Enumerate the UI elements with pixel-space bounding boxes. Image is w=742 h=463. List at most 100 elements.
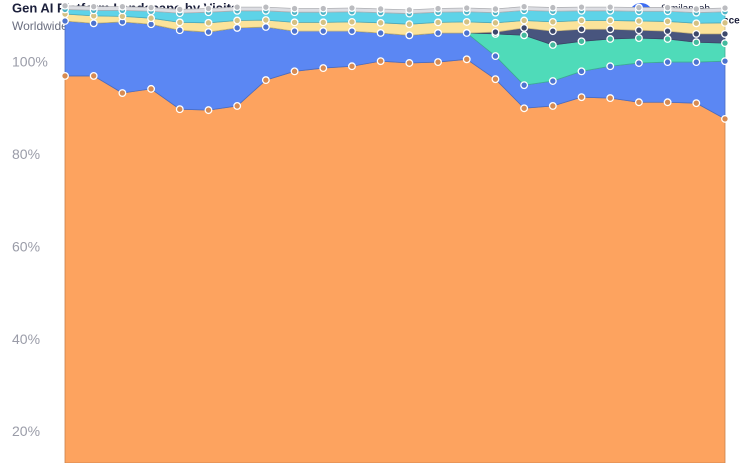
point	[692, 19, 701, 28]
point	[434, 18, 442, 27]
area	[64, 58, 726, 463]
point	[118, 2, 127, 11]
point	[405, 31, 414, 40]
point	[548, 27, 557, 36]
point	[462, 55, 471, 64]
point	[233, 102, 242, 110]
point	[577, 25, 586, 34]
point	[663, 17, 672, 26]
point	[89, 2, 98, 11]
point	[721, 18, 729, 27]
point	[261, 76, 270, 85]
point	[348, 17, 356, 26]
point	[376, 29, 385, 37]
point	[147, 3, 156, 12]
point	[721, 39, 729, 48]
point	[663, 58, 672, 67]
point	[491, 18, 500, 27]
point	[405, 5, 414, 14]
point	[606, 25, 615, 34]
y-tick-label: 20%	[12, 423, 40, 439]
point	[175, 18, 184, 27]
point	[290, 67, 299, 76]
point	[692, 38, 701, 47]
point	[520, 104, 529, 113]
point	[204, 18, 213, 27]
point	[434, 29, 442, 37]
point	[61, 71, 69, 80]
point	[663, 35, 672, 43]
point	[491, 52, 500, 61]
point	[405, 59, 414, 67]
point	[89, 19, 98, 28]
point	[520, 2, 529, 11]
point	[376, 57, 385, 66]
point	[692, 5, 701, 13]
point	[520, 81, 529, 90]
point	[175, 26, 184, 35]
point	[204, 28, 213, 37]
point	[261, 16, 270, 24]
point	[577, 67, 586, 76]
y-tick-label: 100%	[12, 54, 48, 70]
y-tick-label: 80%	[12, 146, 40, 162]
point	[634, 3, 643, 12]
point	[606, 3, 615, 12]
point	[290, 4, 299, 13]
point	[147, 84, 156, 93]
point	[663, 3, 672, 12]
point	[434, 4, 442, 13]
point	[319, 27, 328, 36]
point	[89, 71, 98, 80]
point	[520, 31, 529, 40]
point	[548, 17, 557, 26]
point	[348, 62, 356, 71]
point	[606, 35, 615, 43]
point	[491, 5, 500, 13]
point	[491, 28, 500, 37]
point	[634, 17, 643, 25]
point	[606, 62, 615, 71]
point	[548, 102, 557, 110]
point	[634, 34, 643, 43]
point	[721, 114, 729, 123]
point	[663, 98, 672, 107]
point	[233, 23, 242, 32]
point	[434, 58, 442, 67]
point	[634, 98, 643, 107]
point	[61, 1, 69, 10]
point	[721, 57, 729, 66]
point	[548, 41, 557, 49]
point	[376, 5, 385, 13]
point	[319, 4, 328, 13]
point	[577, 37, 586, 46]
point	[692, 99, 701, 108]
point	[462, 4, 471, 12]
point	[290, 27, 299, 36]
point	[175, 105, 184, 114]
point	[548, 77, 557, 85]
point	[376, 18, 385, 27]
y-tick-label: 60%	[12, 238, 40, 254]
point	[692, 29, 701, 38]
y-tick-label: 40%	[12, 331, 40, 347]
point	[290, 18, 299, 27]
point	[348, 27, 356, 36]
point	[462, 17, 471, 26]
point	[61, 17, 69, 25]
point	[319, 18, 328, 27]
point	[175, 5, 184, 14]
point	[462, 29, 471, 37]
point	[233, 3, 242, 12]
point	[548, 3, 557, 12]
point	[577, 3, 586, 12]
point	[634, 59, 643, 67]
point	[692, 58, 701, 67]
point	[147, 14, 156, 23]
point	[233, 16, 242, 25]
point	[261, 3, 270, 12]
point	[118, 89, 127, 97]
point	[491, 75, 500, 84]
point	[606, 16, 615, 25]
